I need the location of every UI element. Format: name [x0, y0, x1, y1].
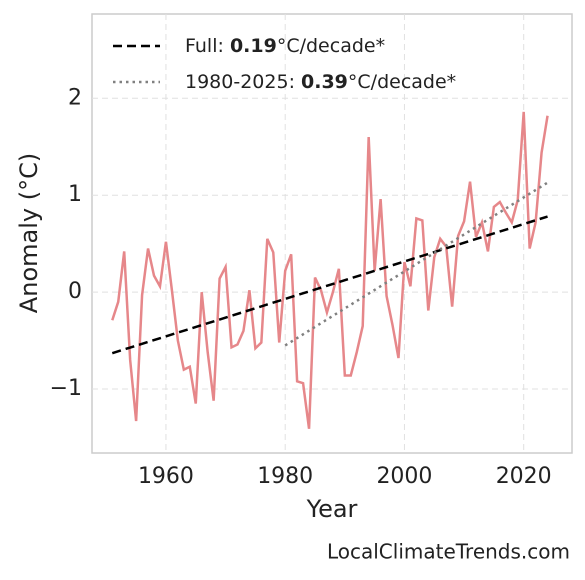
y-tick-label: 0	[68, 279, 82, 304]
legend-text-part: 0.19	[230, 35, 277, 57]
legend-text-part: 1980-2025:	[185, 71, 301, 93]
y-tick-label: 2	[68, 85, 82, 110]
anomaly-line	[111, 111, 549, 429]
x-tick-label: 1980	[257, 464, 313, 489]
trend-line	[111, 215, 548, 355]
legend-label: Full: 0.19°C/decade*	[185, 35, 385, 57]
watermark: LocalClimateTrends.com	[327, 540, 570, 564]
legend-label: 1980-2025: 0.39°C/decade*	[185, 71, 456, 93]
trend-line	[284, 181, 549, 347]
y-axis-label: Anomaly (°C)	[15, 153, 43, 313]
x-axis-label: Year	[306, 495, 358, 523]
legend-text-part: °C/decade*	[277, 35, 385, 57]
x-tick-label: 2000	[376, 464, 432, 489]
y-tick-label: 1	[68, 182, 82, 207]
plot-frame	[91, 13, 573, 454]
x-tick-label: 2020	[496, 464, 552, 489]
legend-text-part: 0.39	[301, 71, 348, 93]
y-tick-label: −1	[50, 376, 82, 401]
x-tick-label: 1960	[138, 464, 194, 489]
legend-text-part: Full:	[185, 35, 230, 57]
legend-text-part: °C/decade*	[348, 71, 456, 93]
